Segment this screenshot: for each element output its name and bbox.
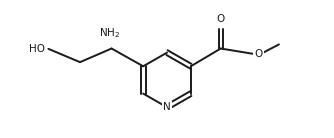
Text: HO: HO <box>29 44 45 54</box>
Text: O: O <box>217 14 225 24</box>
Text: O: O <box>254 49 263 59</box>
Text: N: N <box>163 102 171 112</box>
Text: NH$_2$: NH$_2$ <box>100 26 121 40</box>
